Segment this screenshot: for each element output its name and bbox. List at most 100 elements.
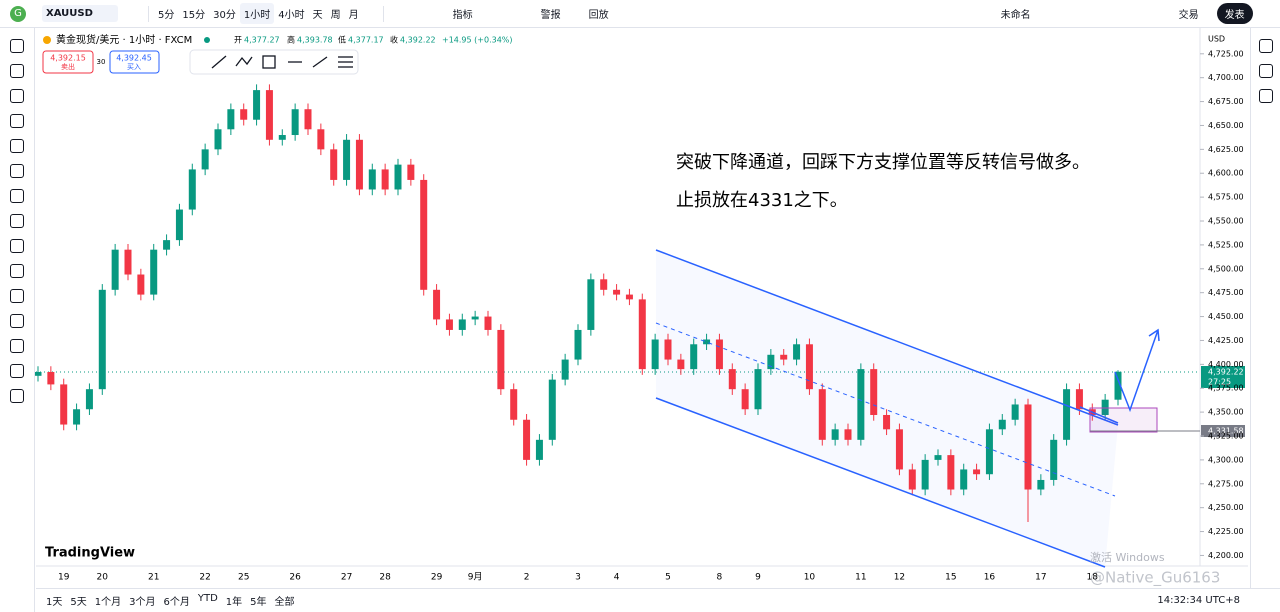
y-tick-label: 4,350.00 bbox=[1208, 408, 1244, 417]
x-tick-label: 16 bbox=[984, 573, 996, 583]
tool[interactable] bbox=[10, 189, 24, 203]
range[interactable]: 3个月 bbox=[129, 597, 156, 608]
x-tick-label: 20 bbox=[97, 573, 109, 583]
os-notice: 激活 Windows bbox=[1090, 550, 1165, 564]
candle-body bbox=[368, 169, 376, 190]
tool[interactable] bbox=[10, 339, 24, 353]
tool[interactable] bbox=[10, 214, 24, 228]
candle-body bbox=[1075, 389, 1083, 410]
tool[interactable] bbox=[10, 239, 24, 253]
interval[interactable]: 15分 bbox=[182, 10, 206, 21]
sell-button[interactable] bbox=[42, 50, 94, 74]
y-tick-label: 4,575.00 bbox=[1208, 193, 1244, 202]
range[interactable]: 全部 bbox=[274, 597, 295, 608]
x-tick-label: 2 bbox=[524, 573, 530, 583]
candle-body bbox=[728, 369, 736, 390]
interval[interactable]: 30分 bbox=[213, 10, 236, 21]
candle-body bbox=[188, 169, 196, 210]
ohlc-label: 收 bbox=[390, 35, 398, 45]
candle-body bbox=[1114, 371, 1122, 400]
candle-body bbox=[973, 469, 981, 475]
buy-price[interactable]: 4,392.45 bbox=[116, 54, 152, 63]
widget[interactable] bbox=[1259, 64, 1273, 78]
buy-label[interactable]: 买入 bbox=[127, 63, 141, 71]
x-tick-label: 17 bbox=[1035, 573, 1046, 583]
tool[interactable] bbox=[10, 264, 24, 278]
y-tick-label: 4,525.00 bbox=[1208, 240, 1244, 249]
tool[interactable] bbox=[10, 89, 24, 103]
interval[interactable]: 4小时 bbox=[278, 10, 305, 21]
widget[interactable] bbox=[1259, 39, 1273, 53]
candle-body bbox=[1101, 399, 1109, 415]
tool[interactable] bbox=[10, 39, 24, 53]
avatar[interactable]: G bbox=[10, 5, 26, 22]
tool[interactable] bbox=[10, 114, 24, 128]
interval[interactable]: 周 bbox=[330, 10, 341, 21]
candle-body bbox=[394, 164, 402, 190]
tool[interactable] bbox=[10, 64, 24, 78]
trade[interactable]: 交易 bbox=[1178, 10, 1199, 21]
ohlc-label: 低 bbox=[338, 35, 346, 45]
x-tick-label: 28 bbox=[379, 573, 391, 583]
candle-body bbox=[767, 354, 775, 370]
y-tick-label: 4,550.00 bbox=[1208, 217, 1244, 226]
channel-fill bbox=[656, 250, 1118, 567]
tool[interactable] bbox=[10, 314, 24, 328]
interval[interactable]: 5分 bbox=[158, 10, 175, 21]
range[interactable]: 1年 bbox=[225, 597, 243, 608]
countdown: 27:25 bbox=[1208, 378, 1231, 387]
symbol-title: 黄金现货/美元 · 1小时 · FXCM bbox=[56, 33, 192, 46]
range[interactable]: 1个月 bbox=[94, 597, 122, 608]
intervals: 5分 15分 30分 1小时 4小时天周月 bbox=[154, 3, 363, 24]
spread: 30 bbox=[97, 58, 106, 66]
candle-body bbox=[1063, 389, 1071, 440]
candle-body bbox=[818, 389, 826, 440]
publish[interactable]: 发表 bbox=[1216, 3, 1253, 24]
ohlc-value: 4,377.17 bbox=[348, 36, 384, 45]
left-toolbar bbox=[0, 28, 35, 612]
break-line bbox=[1079, 406, 1119, 424]
ohlc-change: +14.95 (+0.34%) bbox=[442, 36, 513, 45]
channel-upper bbox=[655, 249, 1119, 426]
last-price-tag bbox=[1201, 366, 1245, 388]
candle-body bbox=[317, 129, 325, 150]
candle-body bbox=[201, 149, 209, 170]
candle-body bbox=[561, 359, 569, 380]
buy-button[interactable] bbox=[109, 50, 160, 74]
symbol-search[interactable]: XAUUSD bbox=[42, 5, 118, 22]
tool[interactable] bbox=[10, 139, 24, 153]
y-tick-label: 4,600.00 bbox=[1208, 169, 1244, 178]
x-tick-label: 10 bbox=[804, 573, 816, 583]
drawing-tools[interactable] bbox=[211, 55, 353, 69]
range[interactable]: 1天 bbox=[46, 597, 63, 608]
bottom-toolbar: 1天 5天 1个月 3个月 6个月 YTD 1年 5年 全部 14:32:34 UTC+8 bbox=[36, 588, 1280, 612]
candle-body bbox=[741, 389, 749, 410]
range[interactable]: YTD bbox=[197, 593, 218, 604]
x-tick-label: 9 bbox=[755, 573, 761, 583]
widget[interactable] bbox=[1259, 89, 1273, 103]
tool[interactable] bbox=[10, 364, 24, 378]
candle-body bbox=[870, 369, 878, 415]
interval[interactable]: 1小时 bbox=[239, 3, 275, 24]
sell-price[interactable]: 4,392.15 bbox=[50, 54, 86, 63]
interval[interactable]: 天 bbox=[312, 10, 323, 21]
layout-name[interactable]: 未命名 bbox=[1000, 10, 1031, 21]
tool[interactable] bbox=[10, 289, 24, 303]
candle-body bbox=[805, 344, 813, 390]
candle-body bbox=[47, 371, 55, 385]
candle-body bbox=[214, 129, 222, 150]
sell-label[interactable]: 卖出 bbox=[61, 62, 75, 71]
range[interactable]: 5年 bbox=[250, 597, 267, 608]
indicators[interactable]: 指标 bbox=[452, 10, 473, 21]
drawing-toolbar bbox=[189, 49, 359, 75]
symbol-icon bbox=[43, 36, 51, 44]
candle-body bbox=[330, 149, 338, 180]
tool[interactable] bbox=[10, 389, 24, 403]
range[interactable]: 6个月 bbox=[163, 597, 190, 608]
interval[interactable]: 月 bbox=[348, 10, 359, 21]
candle-body bbox=[613, 289, 621, 295]
replay[interactable]: 回放 bbox=[588, 10, 609, 21]
alert[interactable]: 警报 bbox=[540, 10, 561, 21]
range[interactable]: 5天 bbox=[70, 597, 87, 608]
tool[interactable] bbox=[10, 164, 24, 178]
